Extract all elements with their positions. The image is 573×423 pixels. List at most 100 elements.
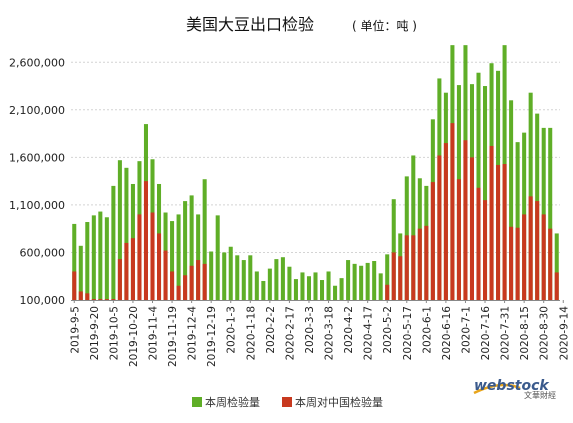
bar-total — [359, 265, 364, 300]
bar-total — [170, 221, 175, 300]
bar-total — [509, 100, 514, 300]
y-tick-label: 1,600,000 — [9, 151, 65, 164]
x-tick-label: 2020-4-17 — [363, 306, 375, 360]
y-axis: 100,000 600,000 1,100,000 1,600,000 2,100,00… — [9, 56, 65, 307]
bar-total — [411, 155, 416, 300]
bar-total — [104, 217, 109, 300]
bar-china — [476, 187, 481, 300]
bar-china — [554, 272, 559, 300]
legend-swatch-total — [192, 397, 202, 407]
chart-title: 美国大豆出口检验 — [186, 15, 314, 34]
bar-china — [124, 242, 129, 300]
x-tick-label: 2020-7-1 — [460, 306, 472, 354]
bar-total — [267, 268, 272, 300]
bar-total — [352, 263, 357, 300]
bar-total — [91, 215, 96, 300]
bar-china — [130, 238, 135, 300]
chart-subtitle: ( 单位：吨 ) — [352, 18, 417, 33]
bar-total — [202, 179, 207, 300]
bar-china — [202, 263, 207, 300]
bar-total — [391, 199, 396, 300]
x-tick-label: 2020-8-30 — [539, 306, 551, 360]
bar-total — [209, 251, 214, 300]
bar-china — [391, 252, 396, 300]
bar-china — [437, 155, 442, 300]
bar-total — [248, 255, 253, 300]
x-tick-label: 2020-3-18 — [324, 306, 336, 360]
x-tick-label: 2020-2-2 — [265, 306, 277, 354]
bar-china — [98, 299, 103, 300]
bar-china — [163, 250, 168, 300]
bar-china — [509, 226, 514, 300]
bar-china — [117, 259, 122, 300]
x-tick-label: 2019-12-19 — [206, 306, 218, 367]
bar-total — [261, 280, 266, 300]
bar-china — [496, 164, 501, 300]
bar-china — [398, 256, 403, 300]
bar-china — [443, 143, 448, 300]
bar-china — [91, 299, 96, 300]
bar-total — [215, 215, 220, 300]
bar-total — [378, 273, 383, 300]
bar-china — [104, 299, 109, 300]
x-tick-label: 2020-1-18 — [245, 306, 257, 360]
bar-total — [306, 276, 311, 300]
bar-total — [515, 142, 520, 300]
x-tick-label: 2020-6-16 — [441, 306, 453, 361]
bar-total — [483, 86, 488, 300]
bar-total — [111, 185, 116, 300]
bar-total — [72, 223, 77, 300]
bar-total — [372, 261, 377, 300]
x-tick-label: 2019-10-5 — [108, 306, 120, 360]
bar-total — [228, 246, 233, 300]
bar-china — [456, 179, 461, 300]
bar-china — [196, 260, 201, 300]
bar-total — [189, 195, 194, 300]
legend-label-total: 本周检验量 — [205, 395, 260, 409]
bar-total — [280, 257, 285, 300]
bar-china — [111, 299, 116, 300]
bar-total — [235, 255, 240, 300]
logo-swoosh-icon — [473, 383, 521, 395]
bar-total — [222, 252, 227, 300]
bar-total — [274, 259, 279, 300]
bar-total — [287, 266, 292, 300]
bar-total — [528, 92, 533, 300]
bar-total — [333, 285, 338, 300]
x-tick-label: 2020-5-2 — [382, 306, 394, 354]
bar-china — [430, 182, 435, 300]
y-tick-label: 100,000 — [20, 294, 66, 307]
bar-china — [463, 140, 468, 300]
bar-china — [469, 157, 474, 300]
bar-china — [176, 285, 181, 300]
x-tick-label: 2020-1-3 — [226, 306, 238, 354]
legend: 本周检验量 本周对中国检验量 — [192, 395, 383, 409]
y-tick-label: 2,100,000 — [9, 104, 65, 117]
bar-china — [450, 123, 455, 301]
x-tick-label: 2019-12-4 — [187, 306, 199, 361]
x-tick-label: 2019-11-4 — [148, 306, 160, 361]
x-tick-label: 2020-4-2 — [343, 306, 355, 354]
x-tick-label: 2020-7-31 — [500, 306, 512, 360]
y-tick-label: 2,600,000 — [9, 56, 65, 69]
bar-total — [339, 278, 344, 300]
bar-total — [554, 233, 559, 300]
bar-china — [385, 284, 390, 300]
bar-china — [483, 200, 488, 300]
x-tick-label: 2019-9-20 — [89, 306, 101, 360]
bar-total — [385, 254, 390, 300]
bar-china — [85, 293, 90, 300]
x-tick-label: 2020-6-1 — [421, 306, 433, 354]
bar-china — [170, 271, 175, 300]
x-tick-label: 2020-2-17 — [284, 306, 296, 360]
bar-china — [522, 214, 527, 300]
y-tick-label: 1,100,000 — [9, 199, 65, 212]
bar-total — [476, 72, 481, 300]
bar-china — [424, 225, 429, 300]
logo-wordmark: webstock — [474, 378, 550, 394]
bar-china — [150, 212, 155, 300]
x-tick-label: 2020-8-15 — [519, 306, 531, 360]
x-axis: 2019-9-5 2019-9-20 2019-10-5 2019-10-20 2019… — [69, 300, 570, 367]
bar-total — [117, 160, 122, 300]
bar-total — [300, 272, 305, 300]
